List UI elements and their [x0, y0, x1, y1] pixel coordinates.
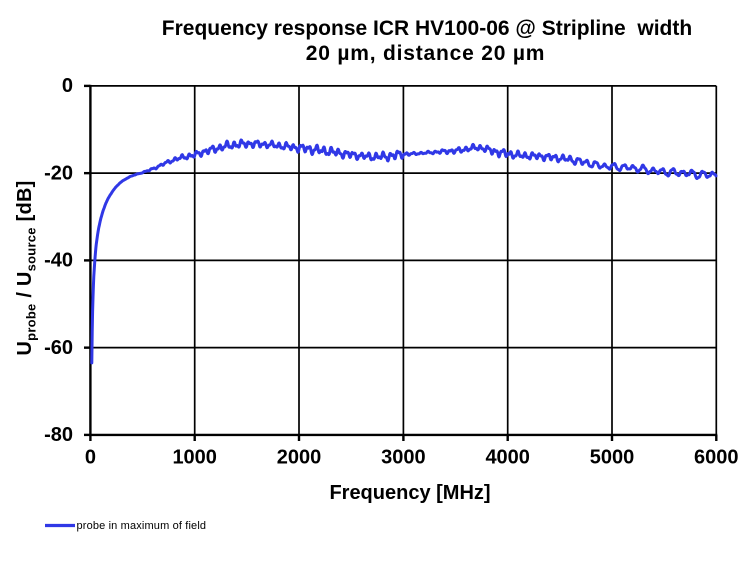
- svg-text:6000: 6000: [694, 447, 739, 469]
- svg-text:-40: -40: [44, 250, 73, 272]
- svg-text:-80: -80: [44, 424, 73, 446]
- svg-text:2000: 2000: [277, 447, 322, 469]
- svg-text:Frequency response ICR HV100-0: Frequency response ICR HV100-06 @ Stripl…: [162, 17, 692, 40]
- svg-text:probe in maximum of field: probe in maximum of field: [77, 520, 207, 532]
- svg-text:-20: -20: [44, 163, 73, 185]
- svg-text:0: 0: [85, 447, 96, 469]
- svg-text:5000: 5000: [590, 447, 635, 469]
- svg-text:0: 0: [62, 75, 73, 97]
- svg-text:3000: 3000: [381, 447, 426, 469]
- svg-text:-60: -60: [44, 337, 73, 359]
- svg-text:Frequency [MHz]: Frequency [MHz]: [329, 482, 490, 504]
- svg-text:20 µm, distance 20 µm: 20 µm, distance 20 µm: [306, 42, 545, 65]
- svg-text:1000: 1000: [172, 447, 217, 469]
- svg-text:4000: 4000: [485, 447, 530, 469]
